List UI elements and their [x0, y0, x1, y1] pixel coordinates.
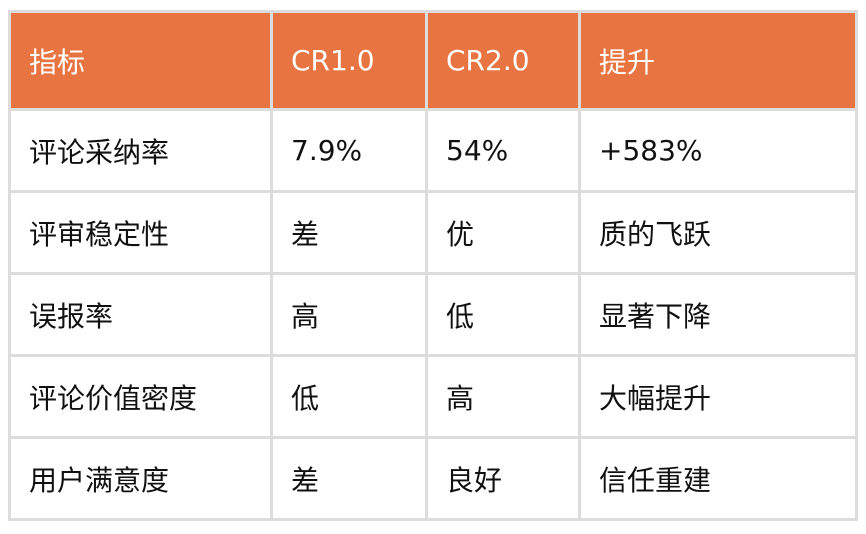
improvement-cell: 质的飞跃: [578, 190, 858, 275]
metric-cell: 评论采纳率: [8, 108, 273, 193]
table-row: 误报率高低显著下降: [8, 272, 858, 357]
header-row: 指标 CR1.0 CR2.0 提升: [8, 10, 858, 111]
table-row: 用户满意度差良好 信任重建: [8, 436, 858, 521]
cr1-cell: 差: [270, 190, 428, 275]
table-row: 评论价值密度低高大幅提升: [8, 354, 858, 439]
cr1-cell: 低: [270, 354, 428, 439]
improvement-cell: 大幅提升: [578, 354, 858, 439]
table-row: 评论采纳率 7.9% 54% +583%: [8, 108, 858, 193]
improvement-cell: 信任重建: [578, 436, 858, 521]
comparison-table: 指标 CR1.0 CR2.0 提升 评论采纳率 7.9% 54% +583% 评审稳定性…: [8, 10, 858, 521]
header-cr2: CR2.0: [425, 10, 581, 111]
header-metric: 指标: [8, 10, 273, 111]
metric-cell: 评论价值密度: [8, 354, 273, 439]
improvement-cell: 显著下降: [578, 272, 858, 357]
improvement-cell: +583%: [578, 108, 858, 193]
cr2-cell: 优: [425, 190, 581, 275]
cr2-cell: 54%: [425, 108, 581, 193]
metric-cell: 评审稳定性: [8, 190, 273, 275]
metric-cell: 误报率: [8, 272, 273, 357]
cr1-cell: 高: [270, 272, 428, 357]
table-row: 评审稳定性差优质的飞跃: [8, 190, 858, 275]
cr2-cell: 高: [425, 354, 581, 439]
cr2-cell: 低: [425, 272, 581, 357]
cr1-cell: 7.9%: [270, 108, 428, 193]
cr2-cell: 良好: [425, 436, 581, 521]
header-cr1: CR1.0: [270, 10, 428, 111]
cr1-cell: 差: [270, 436, 428, 521]
header-improvement: 提升: [578, 10, 858, 111]
metric-cell: 用户满意度: [8, 436, 273, 521]
